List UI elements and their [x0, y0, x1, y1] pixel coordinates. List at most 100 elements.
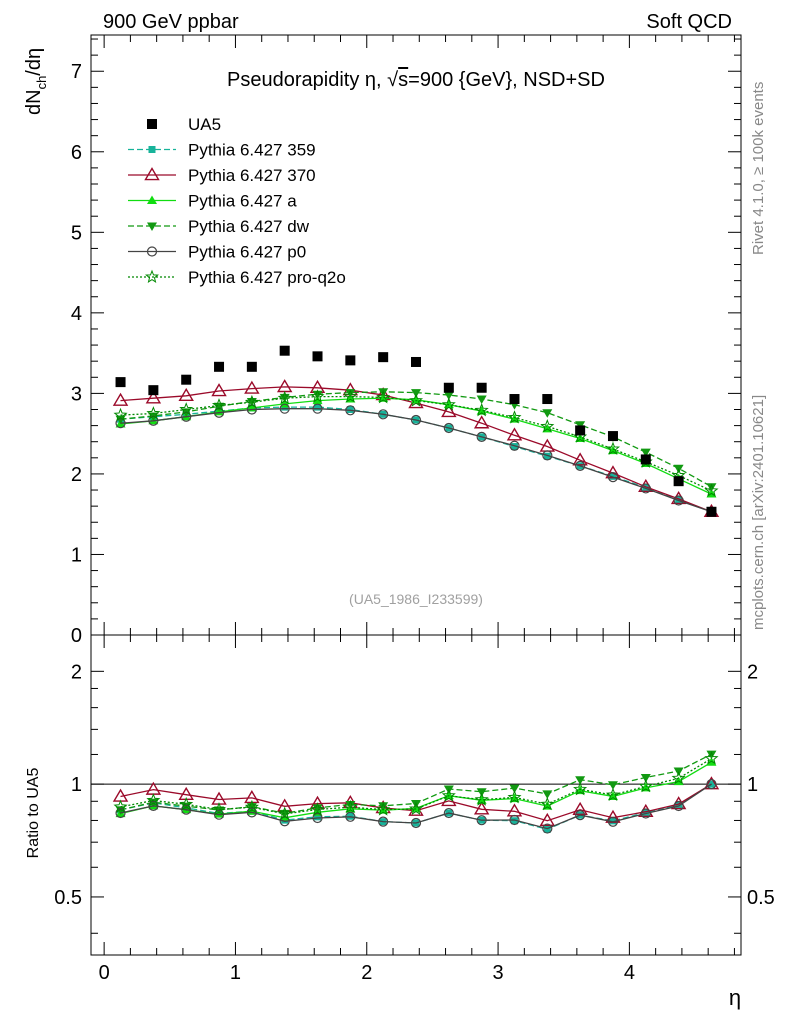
- ratio-point-pythia-6-427-359: [314, 813, 322, 821]
- legend-marker-pythia-6-427-dw: [147, 222, 157, 231]
- y-tick-label: 0: [71, 625, 82, 647]
- ratio-point-pythia-6-427-p0: [607, 816, 619, 827]
- ratio-point-pythia-6-427-p0: [345, 811, 356, 822]
- ratio-point-pythia-6-427-pro-q2o: [474, 792, 489, 806]
- series-point-pythia-6-427-dw: [345, 389, 356, 398]
- legend-label-pythia-6-427-p0: Pythia 6.427 p0: [188, 243, 306, 262]
- legend-marker-pythia-6-427-p0: [146, 246, 158, 257]
- series-point-pythia-6-427-p0: [443, 422, 454, 434]
- ratio-point-pythia-6-427-p0: [181, 804, 192, 815]
- series-point-pythia-6-427-pro-q2o: [146, 406, 161, 420]
- series-point-pythia-6-427-pro-q2o: [704, 483, 719, 497]
- ratio-point-pythia-6-427-pro-q2o: [441, 788, 456, 802]
- ratio-point-pythia-6-427-dw: [312, 804, 323, 813]
- ua5-point: [706, 506, 717, 517]
- series-point-pythia-6-427-370: [506, 427, 523, 441]
- ua5-point: [673, 476, 684, 487]
- ratio-point-pythia-6-427-p0: [115, 807, 126, 819]
- series-point-pythia-6-427-dw: [443, 391, 454, 400]
- series-point-pythia-6-427-pro-q2o: [441, 397, 456, 411]
- ratio-point-pythia-6-427-pro-q2o: [606, 787, 621, 802]
- y-tick-label: 7: [71, 61, 82, 83]
- series-point-pythia-6-427-p0: [312, 403, 323, 414]
- ratio-tick-label-left: 2: [71, 661, 82, 683]
- x-axis-ticks: 0 1 2 3 4: [99, 35, 735, 984]
- series-point-pythia-6-427-a: [575, 433, 586, 442]
- legend-marker-pythia-6-427-a: [147, 195, 157, 204]
- legend-marker-pythia-6-427-359: [148, 146, 156, 153]
- ua5-point: [411, 356, 421, 367]
- series-point-pythia-6-427-370: [112, 392, 129, 406]
- ratio-point-pythia-6-427-a: [542, 801, 553, 810]
- main-axis-ticks: 0 1 2 3 4 5 6 7: [71, 38, 741, 647]
- series-point-pythia-6-427-pro-q2o: [376, 390, 391, 404]
- series-point-pythia-6-427-p0: [640, 483, 651, 494]
- ratio-point-pythia-6-427-dw: [640, 774, 651, 783]
- ua5-point: [509, 394, 520, 405]
- ratio-point-pythia-6-427-359: [510, 817, 518, 825]
- chart-title: Pseudorapidity η, √s=900 {GeV}, NSD+SD: [227, 69, 605, 91]
- series-line-pythia-6-427-370: [120, 386, 712, 513]
- series-point-pythia-6-427-p0: [115, 418, 126, 429]
- legend-label-pythia-6-427-359: Pythia 6.427 359: [188, 141, 316, 160]
- ratio-point-pythia-6-427-359: [609, 817, 617, 825]
- ratio-tick-label-right: 0.5: [747, 887, 775, 909]
- ratio-point-pythia-6-427-p0: [509, 814, 520, 826]
- ratio-point-pythia-6-427-370: [539, 812, 556, 826]
- ua5-point: [575, 425, 586, 436]
- ratio-line-pythia-6-427-p0: [120, 783, 712, 830]
- series-point-pythia-6-427-370: [276, 379, 293, 393]
- ratio-point-pythia-6-427-p0: [673, 800, 684, 812]
- series-point-pythia-6-427-359: [543, 452, 551, 460]
- ratio-point-pythia-6-427-p0: [213, 809, 225, 820]
- ratio-point-pythia-6-427-p0: [410, 817, 422, 829]
- series-point-pythia-6-427-pro-q2o: [277, 390, 292, 405]
- series-point-pythia-6-427-p0: [509, 440, 520, 451]
- ratio-point-pythia-6-427-dw: [575, 776, 586, 785]
- main-series-group: [112, 379, 720, 518]
- y-tick-label: 3: [71, 383, 82, 405]
- ua5-point: [279, 345, 290, 356]
- legend-label-pythia-6-427-pro-q2o: Pythia 6.427 pro-q2o: [188, 268, 346, 287]
- ratio-point-pythia-6-427-pro-q2o: [376, 802, 391, 816]
- series-point-pythia-6-427-pro-q2o: [507, 410, 522, 424]
- ratio-point-pythia-6-427-370: [145, 781, 162, 795]
- ratio-series-group: [112, 750, 720, 834]
- legend-label-pythia-6-427-dw: Pythia 6.427 dw: [188, 217, 310, 236]
- ratio-plot-frame: [90, 634, 742, 956]
- series-point-pythia-6-427-pro-q2o: [113, 407, 128, 422]
- ratio-point-pythia-6-427-p0: [640, 808, 651, 819]
- ratio-point-pythia-6-427-dw: [706, 750, 717, 760]
- x-tick-label: 0: [99, 962, 110, 984]
- ua5-point: [115, 377, 126, 388]
- series-point-pythia-6-427-pro-q2o: [474, 402, 489, 417]
- series-point-pythia-6-427-p0: [279, 403, 290, 414]
- y-tick-label: 5: [71, 222, 82, 244]
- series-point-pythia-6-427-370: [572, 452, 588, 466]
- ua5-point: [312, 351, 323, 362]
- x-tick-label: 4: [624, 962, 635, 984]
- ratio-point-pythia-6-427-359: [543, 825, 551, 833]
- ratio-point-pythia-6-427-p0: [312, 812, 323, 824]
- ua5-point: [640, 454, 651, 465]
- ua5-point: [214, 361, 225, 372]
- ratio-point-pythia-6-427-pro-q2o: [638, 779, 653, 793]
- ua5-point: [542, 394, 553, 405]
- series-line-pythia-6-427-a: [120, 397, 712, 495]
- ratio-point-pythia-6-427-p0: [542, 823, 553, 834]
- legend-marker-pythia-6-427-pro-q2o: [145, 269, 159, 284]
- legend-label-pythia-6-427-a: Pythia 6.427 a: [188, 192, 297, 211]
- y-tick-label: 2: [71, 464, 82, 486]
- ua5-point: [345, 355, 356, 366]
- series-point-pythia-6-427-pro-q2o: [540, 419, 555, 433]
- ratio-point-pythia-6-427-359: [642, 809, 650, 817]
- y-axis-label: dNch/dη: [23, 48, 49, 115]
- mcplots-label: mcplots.cern.ch [arXiv:2401.10621]: [750, 395, 767, 630]
- series-point-pythia-6-427-dw: [706, 483, 717, 492]
- x-tick-label: 1: [230, 962, 241, 984]
- ratio-axis-ticks: 0.5 0.5 1 1 2 2: [54, 661, 775, 934]
- ratio-point-pythia-6-427-pro-q2o: [573, 781, 588, 796]
- ratio-point-pythia-6-427-p0: [476, 815, 487, 826]
- ua5-point: [246, 361, 257, 372]
